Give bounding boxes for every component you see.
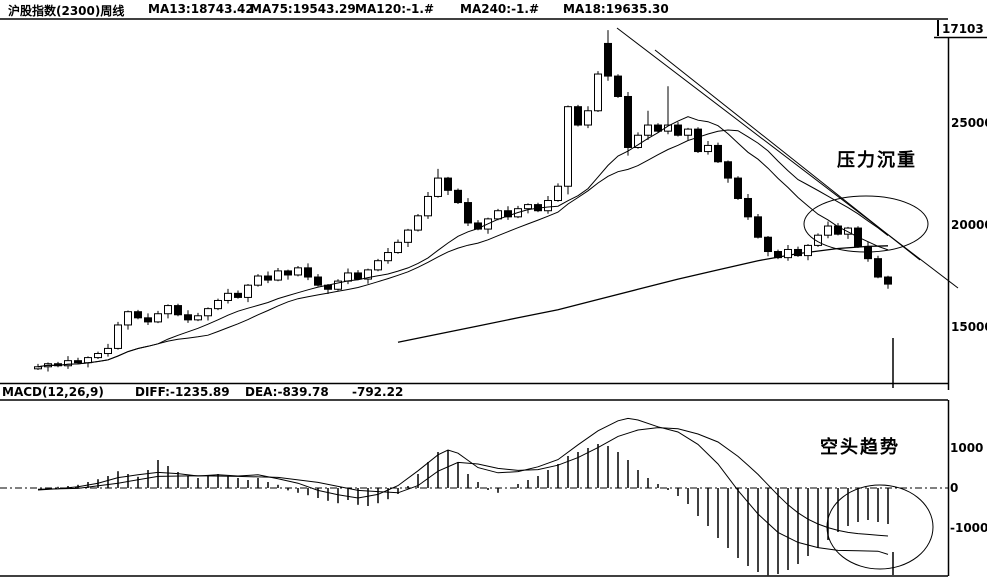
ma240-readout: MA240:-1.# bbox=[460, 2, 540, 16]
pressure-annotation: 压力沉重 bbox=[837, 150, 917, 171]
ma18-line bbox=[37, 129, 889, 368]
macd-axis-labels: 1000 0 -1000 bbox=[950, 441, 987, 535]
svg-text:1000: 1000 bbox=[950, 441, 983, 455]
diff-readout: DIFF:-1235.89 bbox=[135, 385, 230, 399]
diff-line bbox=[37, 417, 889, 555]
svg-text:-1000: -1000 bbox=[950, 521, 987, 535]
dea-line bbox=[37, 427, 889, 537]
price-axis-labels: 17103 25000 20000 15000 bbox=[934, 20, 987, 334]
pressure-ellipse bbox=[803, 195, 929, 253]
macd-indicator-label: MACD(12,26,9) bbox=[2, 385, 104, 399]
svg-text:17103: 17103 bbox=[942, 22, 984, 36]
bearish-ellipse bbox=[826, 484, 934, 570]
ma120-readout: MA120:-1.# bbox=[355, 2, 435, 16]
trendlines bbox=[616, 27, 959, 289]
candlestick-series bbox=[34, 30, 892, 372]
ma18-readout: MA18:19635.30 bbox=[563, 2, 669, 16]
ma75-readout: MA75:19543.29 bbox=[250, 2, 356, 16]
svg-text:0: 0 bbox=[950, 481, 958, 495]
ma13-line bbox=[37, 116, 889, 368]
chart-title: 沪股指数(2300)周线 bbox=[8, 4, 125, 18]
dea-readout: DEA:-839.78 bbox=[245, 385, 329, 399]
svg-text:20000: 20000 bbox=[951, 218, 987, 232]
chart-frame bbox=[0, 18, 950, 577]
bearish-annotation: 空头趋势 bbox=[820, 437, 900, 458]
ma13-readout: MA13:18743.42 bbox=[148, 2, 254, 16]
svg-text:15000: 15000 bbox=[951, 320, 987, 334]
ma75-line bbox=[397, 245, 889, 343]
svg-text:25000: 25000 bbox=[951, 116, 987, 130]
macd-value-readout: -792.22 bbox=[352, 385, 404, 399]
